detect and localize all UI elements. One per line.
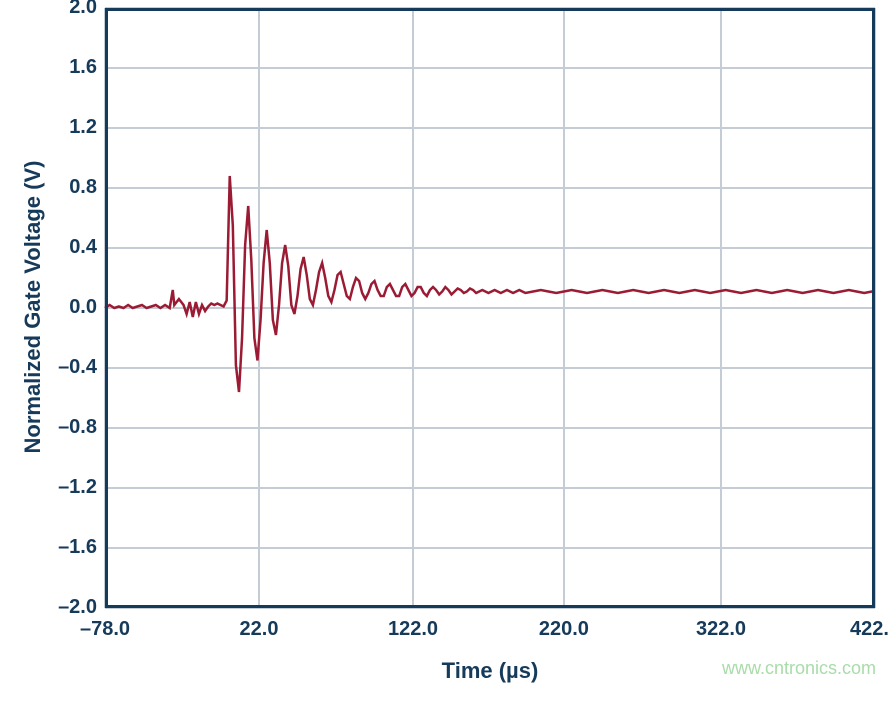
y-tick-label: –1.6 (58, 536, 97, 559)
y-tick-label: 1.6 (69, 56, 97, 79)
x-tick-label: –78.0 (65, 618, 145, 641)
y-tick-label: –0.4 (58, 356, 97, 379)
x-tick-label: 422.0 (835, 618, 888, 641)
y-tick-label: 0.0 (69, 296, 97, 319)
x-axis-label: Time (µs) (430, 658, 550, 684)
y-axis-label: Normalized Gate Voltage (V) (20, 147, 46, 467)
y-tick-label: 2.0 (69, 0, 97, 19)
plot-border (105, 8, 875, 608)
x-tick-label: 220.0 (524, 618, 604, 641)
y-tick-label: –0.8 (58, 416, 97, 439)
x-tick-label: 322.0 (681, 618, 761, 641)
x-tick-label: 122.0 (373, 618, 453, 641)
watermark: www.cntronics.com (722, 658, 876, 679)
x-tick-label: 22.0 (219, 618, 299, 641)
y-tick-label: 0.8 (69, 176, 97, 199)
y-tick-label: 1.2 (69, 116, 97, 139)
y-tick-label: –1.2 (58, 476, 97, 499)
y-tick-label: –2.0 (58, 596, 97, 619)
plot-area (105, 8, 875, 608)
y-tick-label: 0.4 (69, 236, 97, 259)
chart-container: Normalized Gate Voltage (V) Time (µs) ww… (0, 0, 888, 708)
